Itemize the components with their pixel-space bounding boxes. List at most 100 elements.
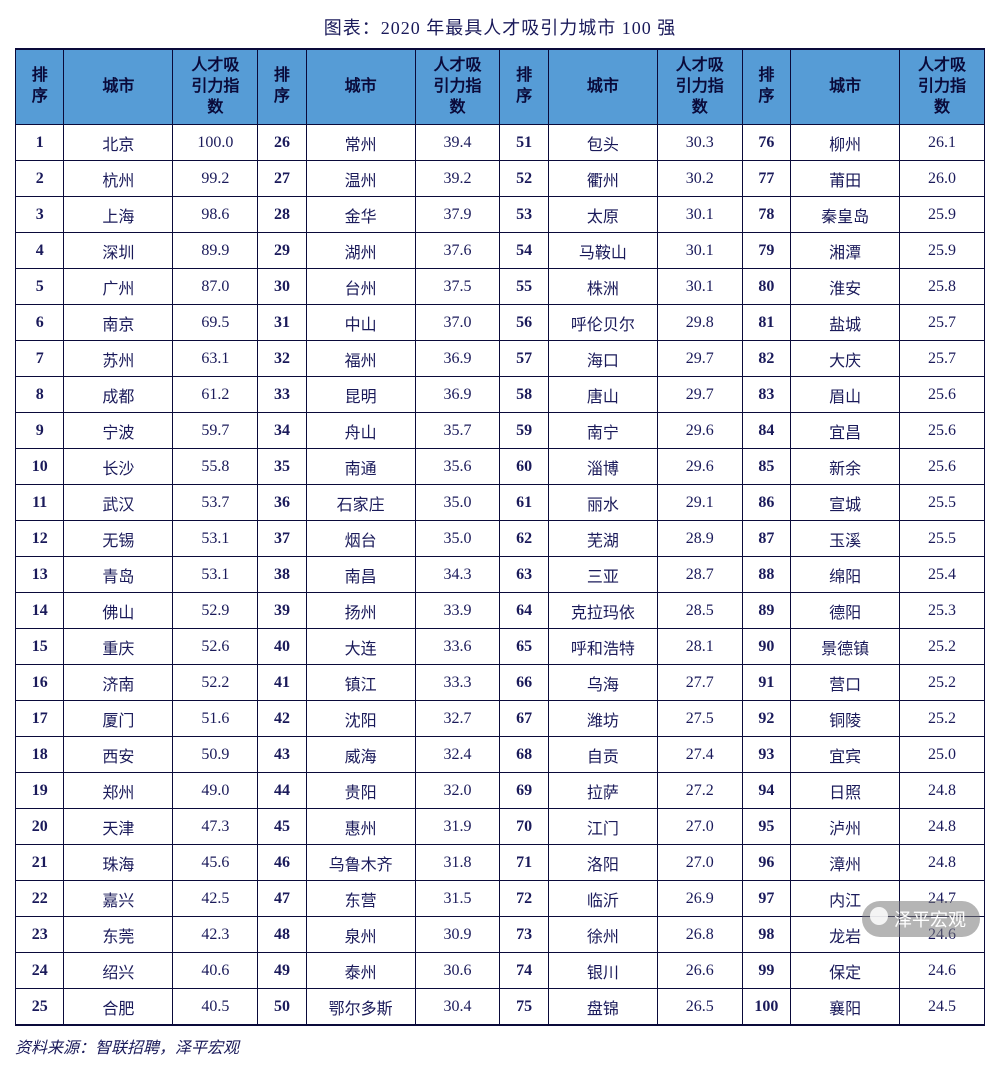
index-cell: 37.0 (415, 305, 500, 341)
index-cell: 25.6 (900, 449, 985, 485)
rank-cell: 26 (258, 125, 306, 161)
rank-cell: 9 (16, 413, 64, 449)
city-cell: 泸州 (791, 809, 900, 845)
header-rank: 排序 (500, 49, 548, 125)
rank-cell: 14 (16, 593, 64, 629)
index-cell: 25.2 (900, 629, 985, 665)
index-cell: 25.6 (900, 377, 985, 413)
city-cell: 绍兴 (64, 953, 173, 989)
rank-cell: 10 (16, 449, 64, 485)
rank-cell: 58 (500, 377, 548, 413)
rank-cell: 62 (500, 521, 548, 557)
header-index: 人才吸引力指数 (657, 49, 742, 125)
table-row: 12无锡53.137烟台35.062芜湖28.987玉溪25.5 (16, 521, 985, 557)
rank-cell: 2 (16, 161, 64, 197)
rank-cell: 35 (258, 449, 306, 485)
city-cell: 长沙 (64, 449, 173, 485)
index-cell: 25.5 (900, 485, 985, 521)
index-cell: 37.5 (415, 269, 500, 305)
rank-cell: 86 (742, 485, 790, 521)
rank-cell: 27 (258, 161, 306, 197)
city-cell: 昆明 (306, 377, 415, 413)
city-cell: 成都 (64, 377, 173, 413)
rank-cell: 39 (258, 593, 306, 629)
index-cell: 52.2 (173, 665, 258, 701)
header-index: 人才吸引力指数 (173, 49, 258, 125)
rank-cell: 47 (258, 881, 306, 917)
index-cell: 39.4 (415, 125, 500, 161)
city-cell: 盐城 (791, 305, 900, 341)
city-cell: 呼和浩特 (548, 629, 657, 665)
rank-cell: 43 (258, 737, 306, 773)
rank-cell: 81 (742, 305, 790, 341)
index-cell: 25.3 (900, 593, 985, 629)
city-cell: 镇江 (306, 665, 415, 701)
city-cell: 重庆 (64, 629, 173, 665)
index-cell: 51.6 (173, 701, 258, 737)
rank-cell: 5 (16, 269, 64, 305)
city-cell: 东营 (306, 881, 415, 917)
rank-cell: 61 (500, 485, 548, 521)
city-cell: 嘉兴 (64, 881, 173, 917)
city-cell: 芜湖 (548, 521, 657, 557)
index-cell: 30.2 (657, 161, 742, 197)
city-cell: 温州 (306, 161, 415, 197)
rank-cell: 22 (16, 881, 64, 917)
index-cell: 53.1 (173, 521, 258, 557)
index-cell: 52.6 (173, 629, 258, 665)
city-cell: 贵阳 (306, 773, 415, 809)
index-cell: 29.8 (657, 305, 742, 341)
index-cell: 24.8 (900, 809, 985, 845)
rank-cell: 40 (258, 629, 306, 665)
city-cell: 宁波 (64, 413, 173, 449)
rank-cell: 75 (500, 989, 548, 1026)
table-row: 9宁波59.734舟山35.759南宁29.684宜昌25.6 (16, 413, 985, 449)
city-cell: 武汉 (64, 485, 173, 521)
city-cell: 东莞 (64, 917, 173, 953)
city-cell: 自贡 (548, 737, 657, 773)
index-cell: 53.7 (173, 485, 258, 521)
rank-cell: 36 (258, 485, 306, 521)
rank-cell: 70 (500, 809, 548, 845)
rank-cell: 17 (16, 701, 64, 737)
city-cell: 中山 (306, 305, 415, 341)
city-cell: 包头 (548, 125, 657, 161)
table-row: 11武汉53.736石家庄35.061丽水29.186宣城25.5 (16, 485, 985, 521)
rank-cell: 31 (258, 305, 306, 341)
index-cell: 25.7 (900, 305, 985, 341)
index-cell: 27.0 (657, 845, 742, 881)
index-cell: 55.8 (173, 449, 258, 485)
rank-cell: 85 (742, 449, 790, 485)
rank-cell: 38 (258, 557, 306, 593)
rank-cell: 77 (742, 161, 790, 197)
index-cell: 28.1 (657, 629, 742, 665)
city-cell: 景德镇 (791, 629, 900, 665)
table-row: 5广州87.030台州37.555株洲30.180淮安25.8 (16, 269, 985, 305)
city-cell: 潍坊 (548, 701, 657, 737)
index-cell: 28.9 (657, 521, 742, 557)
index-cell: 35.6 (415, 449, 500, 485)
table-row: 6南京69.531中山37.056呼伦贝尔29.881盐城25.7 (16, 305, 985, 341)
city-cell: 宜昌 (791, 413, 900, 449)
city-cell: 厦门 (64, 701, 173, 737)
index-cell: 50.9 (173, 737, 258, 773)
table-row: 25合肥40.550鄂尔多斯30.475盘锦26.5100襄阳24.5 (16, 989, 985, 1026)
header-rank: 排序 (16, 49, 64, 125)
rank-cell: 45 (258, 809, 306, 845)
index-cell: 25.2 (900, 665, 985, 701)
rank-cell: 100 (742, 989, 790, 1026)
rank-cell: 71 (500, 845, 548, 881)
index-cell: 27.5 (657, 701, 742, 737)
city-cell: 襄阳 (791, 989, 900, 1026)
rank-cell: 57 (500, 341, 548, 377)
index-cell: 32.0 (415, 773, 500, 809)
rank-cell: 80 (742, 269, 790, 305)
rank-cell: 88 (742, 557, 790, 593)
rank-cell: 46 (258, 845, 306, 881)
index-cell: 33.9 (415, 593, 500, 629)
city-cell: 拉萨 (548, 773, 657, 809)
city-cell: 呼伦贝尔 (548, 305, 657, 341)
city-cell: 西安 (64, 737, 173, 773)
rank-cell: 54 (500, 233, 548, 269)
rank-cell: 25 (16, 989, 64, 1026)
